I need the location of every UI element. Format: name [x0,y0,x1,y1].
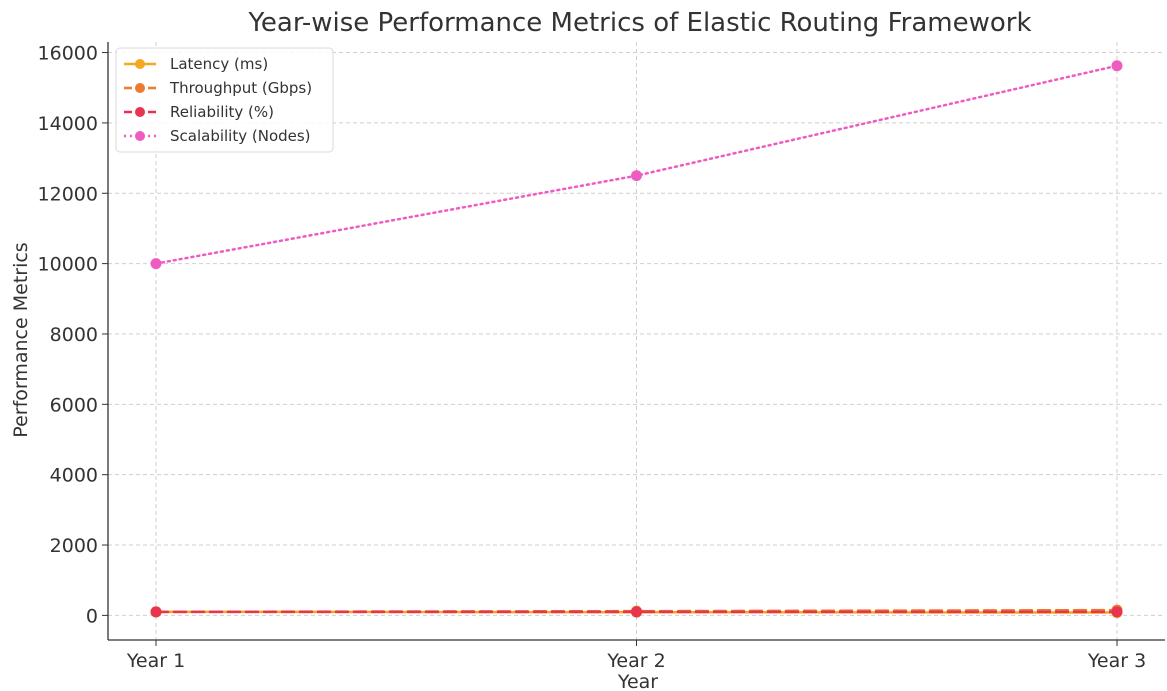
x-tick-label: Year 1 [126,650,185,672]
legend-label: Scalability (Nodes) [170,127,311,145]
y-tick-label: 16000 [38,43,98,65]
legend-label: Throughput (Gbps) [169,79,312,97]
legend-swatch-marker [135,131,145,141]
legend-item: Scalability (Nodes) [124,127,311,145]
y-tick-label: 4000 [50,465,98,487]
legend-label: Latency (ms) [170,55,268,73]
series-2 [150,606,1123,618]
series-layer [150,60,1123,619]
y-tick-label: 14000 [38,113,98,135]
x-axis-label: Year [617,671,658,691]
data-point [631,170,642,182]
y-tick-label: 10000 [38,254,98,276]
legend-item: Reliability (%) [124,103,274,121]
data-point [1111,60,1123,72]
legend-item: Latency (ms) [124,55,268,73]
y-tick-label: 8000 [50,324,98,346]
legend-item: Throughput (Gbps) [124,79,312,97]
legend-swatch-marker [135,107,145,117]
y-tick-label: 6000 [50,394,98,416]
data-point [150,606,162,618]
series-3 [150,60,1123,270]
y-axis-label: Performance Metrics [10,242,32,437]
x-tick-label: Year 2 [606,650,665,672]
legend-swatch-marker [135,59,145,69]
y-tick-label: 12000 [38,183,98,205]
legend: Latency (ms) Throughput (Gbps) Reliability… [115,47,334,153]
data-point [631,606,642,618]
legend-swatch-marker [135,83,145,93]
data-point [1111,606,1123,618]
chart-title: Year-wise Performance Metrics of Elastic… [247,8,1031,38]
data-point [150,258,162,270]
legend-box [115,47,334,153]
y-tick-label: 2000 [50,535,98,557]
y-tick-label: 0 [86,605,98,627]
axes: 0 2000 4000 6000 8000 10000 12000 14000 16000 Yea… [38,42,1165,672]
legend-label: Reliability (%) [170,103,274,121]
x-tick-label: Year 3 [1087,650,1146,672]
